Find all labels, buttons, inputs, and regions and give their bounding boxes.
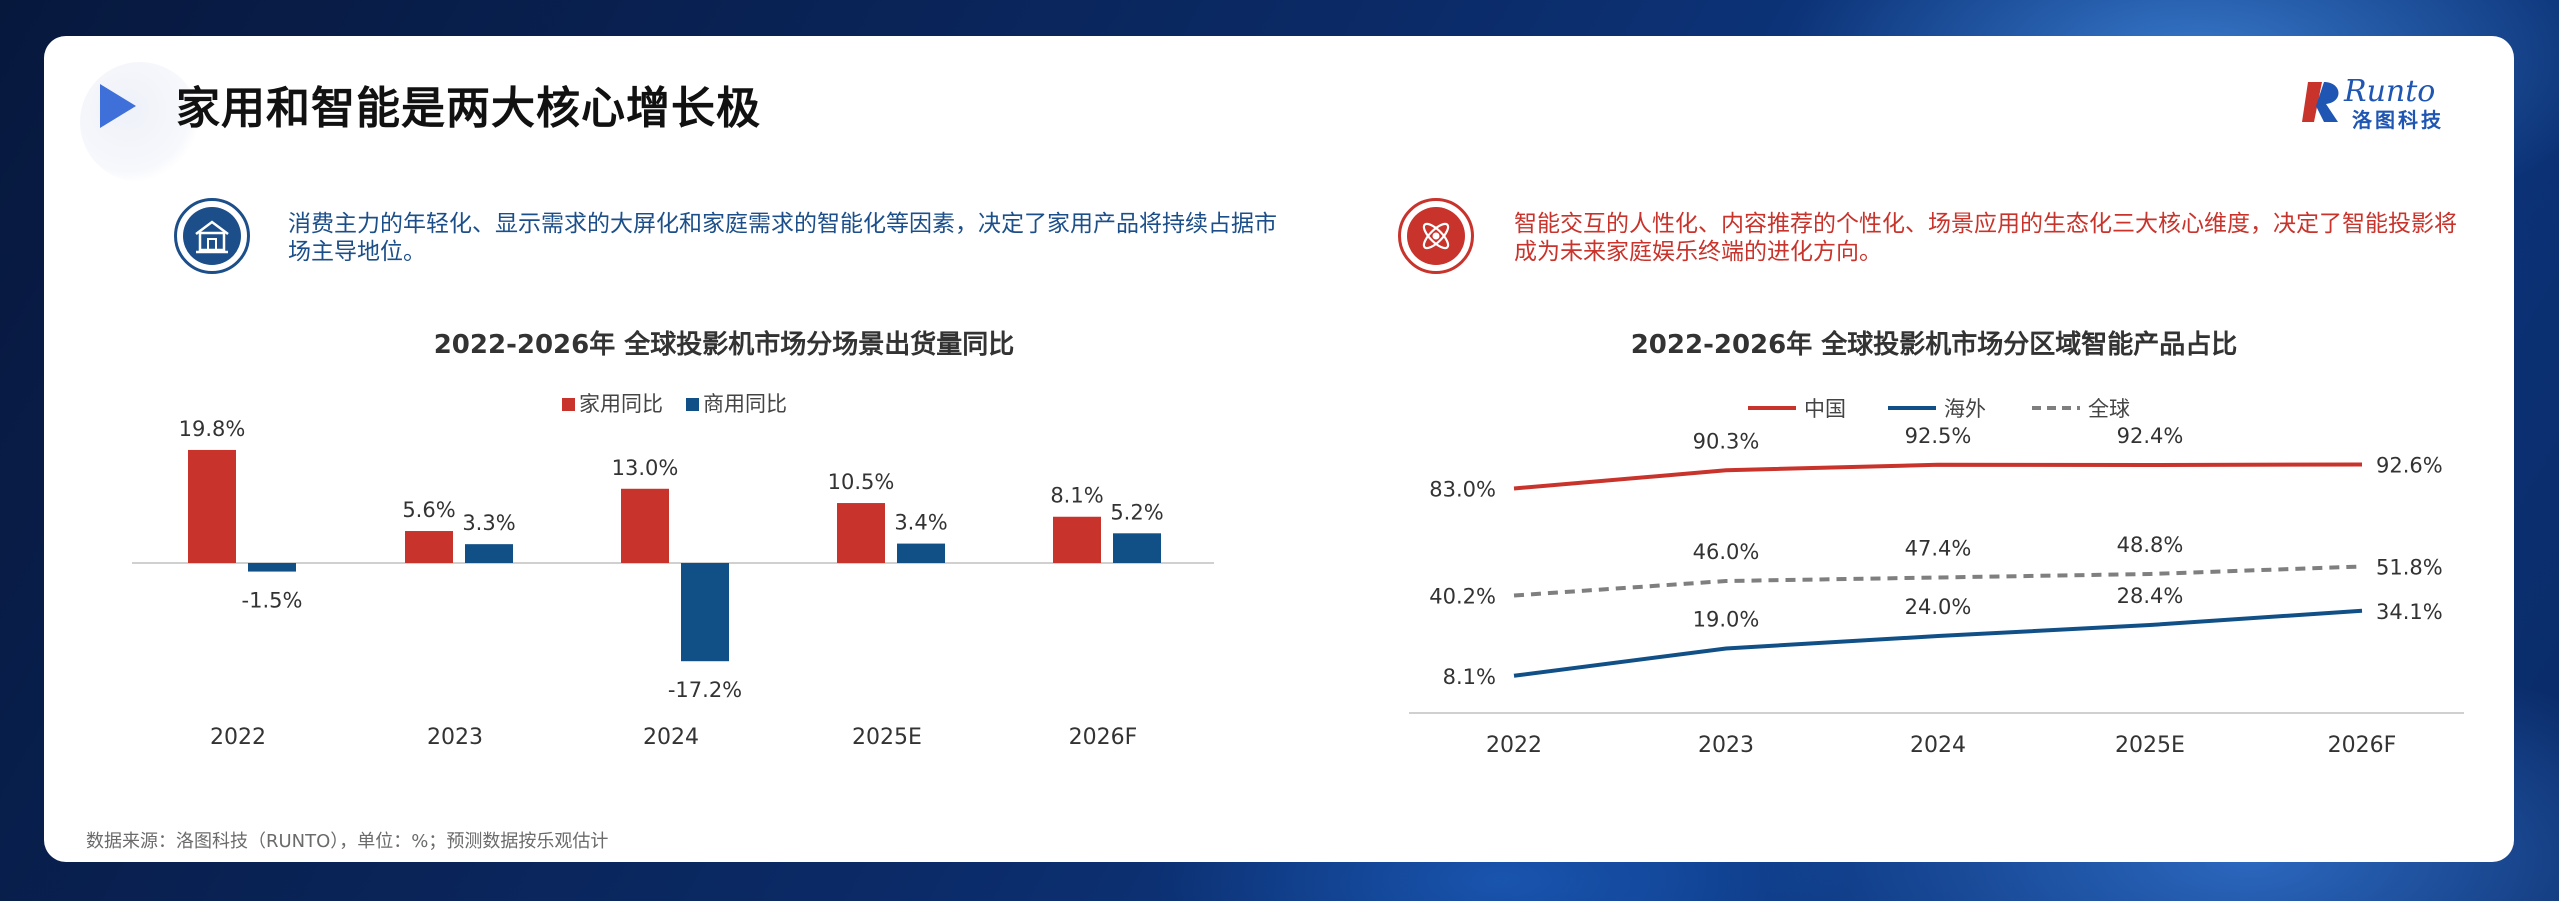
line-value-label-0-2: 92.5% — [1905, 424, 1972, 448]
line-value-label-1-0: 8.1% — [1443, 665, 1496, 689]
line-value-label-0-1: 90.3% — [1693, 429, 1760, 453]
bar-1-2 — [681, 563, 729, 662]
line-value-label-1-3: 28.4% — [2117, 584, 2184, 608]
source-footnote: 数据来源：洛图科技（RUNTO），单位：%；预测数据按乐观估计 — [86, 831, 609, 852]
runto-logo: Runto 洛图科技 — [2302, 74, 2482, 132]
bar-value-label-1-2: -17.2% — [668, 678, 742, 702]
right-intro-badge — [1398, 198, 1474, 274]
house-icon — [195, 220, 229, 254]
left-intro-text: 消费主力的年轻化、显示需求的大屏化和家庭需求的智能化等因素，决定了家用产品将持续… — [288, 211, 1277, 265]
series-line-2 — [1513, 564, 2363, 598]
bar-x-tick-3: 2025E — [852, 725, 922, 750]
bar-value-label-1-0: -1.5% — [242, 589, 303, 613]
right-intro-text: 智能交互的人性化、内容推荐的个性化、场景应用的生态化三大核心维度，决定了智能投影… — [1514, 211, 2457, 265]
legend-label-1: 海外 — [1944, 397, 1986, 421]
bar-value-label-1-1: 3.3% — [462, 511, 515, 535]
line-x-tick-4: 2026F — [2328, 733, 2397, 758]
legend-label-2: 全球 — [2088, 397, 2130, 421]
bar-value-label-1-3: 3.4% — [894, 511, 947, 535]
bar-value-label-0-3: 10.5% — [828, 470, 895, 494]
bar-0-3 — [837, 503, 885, 563]
line-value-label-1-2: 24.0% — [1905, 595, 1972, 619]
line-x-tick-3: 2025E — [2115, 733, 2185, 758]
legend-label-0: 中国 — [1804, 397, 1846, 421]
legend-swatch-1 — [686, 398, 699, 411]
legend-swatch-0 — [562, 398, 575, 411]
line-chart-title: 2022-2026年 全球投影机市场分区域智能产品占比 — [1630, 330, 2238, 360]
line-x-tick-2: 2024 — [1910, 733, 1966, 758]
line-value-label-2-3: 48.8% — [2117, 533, 2184, 557]
series-line-1 — [1513, 608, 2363, 678]
line-value-label-2-0: 40.2% — [1429, 585, 1496, 609]
play-triangle-icon — [100, 84, 136, 128]
bar-0-4 — [1053, 516, 1101, 563]
line-value-label-1-4: 34.1% — [2376, 600, 2443, 624]
bar-value-label-0-0: 19.8% — [179, 417, 246, 441]
bar-1-1 — [465, 544, 513, 563]
runto-mark-icon — [2302, 82, 2339, 122]
bar-value-label-0-1: 5.6% — [402, 498, 455, 522]
line-value-label-2-2: 47.4% — [1905, 537, 1972, 561]
line-value-label-1-1: 19.0% — [1693, 608, 1760, 632]
bar-0-0 — [188, 449, 236, 563]
bar-x-tick-0: 2022 — [210, 725, 266, 750]
bar-0-2 — [621, 488, 669, 563]
legend-label-0: 家用同比 — [579, 392, 663, 416]
logo-chinese: 洛图科技 — [2352, 108, 2444, 132]
bar-1-0 — [248, 563, 296, 572]
bar-x-tick-2: 2024 — [643, 725, 699, 750]
bar-1-3 — [897, 543, 945, 563]
bar-0-1 — [405, 531, 453, 563]
bar-x-tick-4: 2026F — [1069, 725, 1138, 750]
line-value-label-0-4: 92.6% — [2376, 454, 2443, 478]
bar-chart-title: 2022-2026年 全球投影机市场分场景出货量同比 — [433, 330, 1015, 360]
line-chart: 中国 海外 全球 83.0% 90.3% 92.5% 92.4% 92.6% 8.1% 19.0%… — [1409, 397, 2464, 758]
line-x-tick-0: 2022 — [1486, 733, 1542, 758]
bar-x-tick-1: 2023 — [427, 725, 483, 750]
line-value-label-2-1: 46.0% — [1693, 540, 1760, 564]
bar-value-label-0-2: 13.0% — [612, 456, 679, 480]
line-value-label-2-4: 51.8% — [2376, 556, 2443, 580]
line-value-label-0-0: 83.0% — [1429, 478, 1496, 502]
atom-icon — [1422, 222, 1450, 250]
bar-chart: 家用同比 商用同比 19.8% -1.5% 2022 5.6% 3.3% 2023 13.0% -… — [132, 392, 1214, 750]
line-value-label-0-3: 92.4% — [2117, 424, 2184, 448]
page-title: 家用和智能是两大核心增长极 — [176, 83, 761, 134]
legend-label-1: 商用同比 — [703, 392, 787, 416]
bar-value-label-0-4: 8.1% — [1050, 484, 1103, 508]
line-x-tick-1: 2023 — [1698, 733, 1754, 758]
bar-1-4 — [1113, 533, 1161, 563]
series-line-0 — [1513, 462, 2363, 491]
content-card: 家用和智能是两大核心增长极 Runto 洛图科技 消费主力的年轻化、显示需求的大… — [44, 36, 2514, 862]
logo-wordmark: Runto — [2344, 74, 2436, 109]
bar-value-label-1-4: 5.2% — [1110, 500, 1163, 524]
left-intro-badge — [174, 198, 250, 274]
